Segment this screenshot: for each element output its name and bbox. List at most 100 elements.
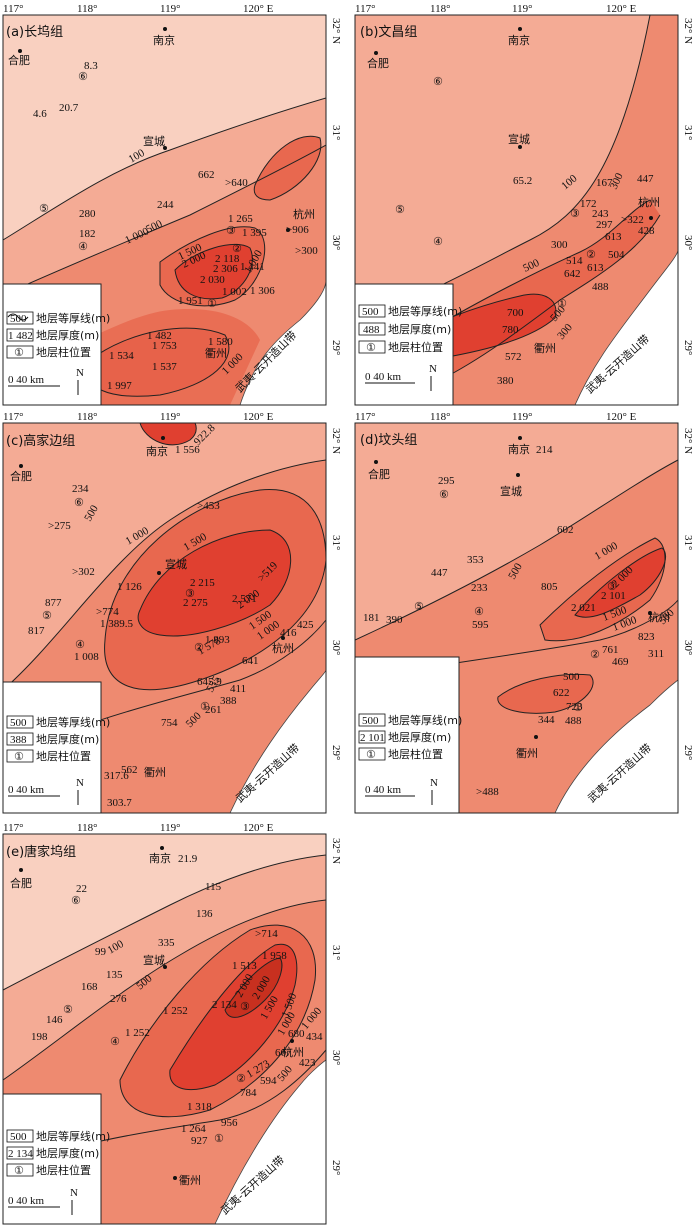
svg-text:32° N: 32° N: [682, 428, 694, 454]
svg-text:1 252: 1 252: [125, 1027, 150, 1039]
column-markers-a: ⑥ ⑤ ④ ③ ② ①: [39, 70, 242, 310]
svg-text:衢州: 衢州: [534, 342, 556, 355]
svg-text:117°: 117°: [3, 3, 24, 15]
svg-text:622: 622: [553, 687, 570, 699]
panel-e: (e)唐家坞组 南京 合肥 宣城 杭州 衢州 21.9 22 115 136 >…: [2, 822, 342, 1225]
svg-text:①: ①: [366, 748, 376, 761]
svg-text:514: 514: [566, 255, 583, 267]
svg-text:④: ④: [474, 605, 484, 618]
svg-text:30°: 30°: [330, 235, 342, 250]
svg-text:817: 817: [28, 625, 45, 637]
svg-text:119°: 119°: [512, 3, 533, 15]
value: 1 306: [250, 285, 275, 297]
svg-text:1 264: 1 264: [181, 1123, 206, 1135]
svg-text:南京: 南京: [149, 851, 171, 865]
panel-a: (a)长坞组 南京 合肥 宣城 杭州 衢州 8.3 4.6 20.7 662 >…: [2, 3, 342, 406]
value: 1 997: [107, 380, 132, 392]
svg-text:300: 300: [551, 239, 568, 251]
svg-text:805: 805: [541, 581, 558, 593]
svg-text:③: ③: [570, 207, 580, 220]
svg-text:地层柱位置: 地层柱位置: [36, 1163, 91, 1177]
svg-text:344: 344: [538, 714, 555, 726]
svg-text:469: 469: [612, 656, 629, 668]
svg-text:488: 488: [363, 324, 380, 336]
svg-text:衢州: 衢州: [144, 766, 166, 779]
svg-text:1 513: 1 513: [232, 960, 257, 972]
svg-text:④: ④: [75, 638, 85, 651]
svg-text:641: 641: [242, 655, 259, 667]
svg-text:>275: >275: [48, 520, 71, 532]
svg-text:④: ④: [110, 1035, 120, 1048]
svg-text:119°: 119°: [160, 3, 181, 15]
svg-text:0 40 km: 0 40 km: [8, 1195, 45, 1207]
svg-text:667: 667: [275, 1047, 292, 1059]
svg-text:118°: 118°: [77, 411, 98, 423]
value: 1 534: [109, 350, 134, 362]
svg-text:①: ①: [200, 700, 210, 713]
svg-text:120° E: 120° E: [606, 411, 637, 423]
svg-text:1 482: 1 482: [8, 330, 33, 342]
svg-text:>714: >714: [255, 928, 278, 940]
svg-text:120° E: 120° E: [606, 3, 637, 15]
value: 1 951: [178, 295, 203, 307]
svg-text:118°: 118°: [430, 3, 451, 15]
svg-text:地层柱位置: 地层柱位置: [388, 340, 443, 354]
legend-a: 500 地层等厚线(m) 1 482 地层厚度(m) ① 地层柱位置 0 40 …: [2, 283, 110, 406]
svg-text:N: N: [76, 367, 84, 379]
city-hangzhou-a: 杭州: [293, 207, 315, 221]
svg-text:434: 434: [306, 1031, 323, 1043]
svg-text:⑥: ⑥: [439, 488, 449, 501]
svg-text:120° E: 120° E: [243, 822, 274, 834]
svg-text:⑤: ⑤: [395, 203, 405, 216]
panel-d: (d)坟头组 南京 合肥 宣城 杭州 衢州 214 295 602 353 44…: [354, 411, 694, 814]
value: 20.7: [59, 102, 79, 114]
svg-text:29°: 29°: [330, 1160, 342, 1175]
svg-text:0 40 km: 0 40 km: [8, 784, 45, 796]
svg-text:32° N: 32° N: [682, 18, 694, 44]
thickness-values-b: 65.2 167 447 172 243 297 >322 428 514 61…: [497, 173, 655, 387]
svg-text:2 101: 2 101: [360, 732, 385, 744]
svg-text:地层等厚线(m): 地层等厚线(m): [36, 311, 110, 325]
svg-text:1 252: 1 252: [163, 1005, 188, 1017]
svg-text:117°: 117°: [3, 411, 24, 423]
svg-text:N: N: [70, 1187, 78, 1199]
value: 1 265: [228, 213, 253, 225]
svg-text:⑤: ⑤: [414, 600, 424, 613]
svg-text:118°: 118°: [430, 411, 451, 423]
value: 1 002: [222, 286, 247, 298]
svg-text:南京: 南京: [508, 442, 530, 456]
svg-text:32° N: 32° N: [330, 838, 342, 864]
svg-text:南京: 南京: [508, 33, 530, 47]
svg-text:823: 823: [638, 631, 655, 643]
svg-text:③: ③: [240, 1000, 250, 1013]
svg-text:地层等厚线(m): 地层等厚线(m): [36, 715, 110, 729]
svg-text:⑥: ⑥: [71, 894, 81, 907]
panel-c-title: (c)高家边组: [6, 433, 75, 449]
svg-text:311: 311: [648, 648, 664, 660]
svg-text:⑤: ⑤: [42, 609, 52, 622]
svg-text:⑥: ⑥: [74, 496, 84, 509]
thickness-values-a: 8.3 4.6 20.7 662 >640 280 244 182 1 265 …: [33, 60, 318, 392]
svg-text:723: 723: [566, 701, 583, 713]
svg-text:32° N: 32° N: [330, 18, 342, 44]
svg-text:167: 167: [596, 177, 613, 189]
svg-text:合肥: 合肥: [368, 467, 390, 481]
column-marker: ⑤: [39, 202, 49, 215]
svg-text:>488: >488: [476, 786, 499, 798]
column-markers-e: ⑥ ⑤ ④ ③ ② ①: [63, 894, 250, 1145]
svg-text:地层柱位置: 地层柱位置: [388, 747, 443, 761]
svg-text:宣城: 宣城: [500, 484, 522, 498]
svg-text:29°: 29°: [330, 745, 342, 760]
svg-text:500: 500: [362, 715, 379, 727]
svg-text:136: 136: [196, 908, 213, 920]
svg-text:④: ④: [433, 235, 443, 248]
svg-text:380: 380: [497, 375, 514, 387]
svg-text:31°: 31°: [330, 125, 342, 140]
panel-b: (b)文昌组 南京 合肥 宣城 杭州 衢州 65.2 167 447 172 2…: [354, 3, 694, 406]
thickness-values-e: 21.9 22 115 136 >714 99 335 1 513 1 958 …: [31, 853, 323, 1147]
svg-text:613: 613: [587, 262, 604, 274]
value: 1 482: [147, 330, 172, 342]
svg-text:388: 388: [220, 695, 237, 707]
svg-text:1 389.5: 1 389.5: [100, 618, 134, 630]
svg-text:645.9: 645.9: [197, 676, 222, 688]
